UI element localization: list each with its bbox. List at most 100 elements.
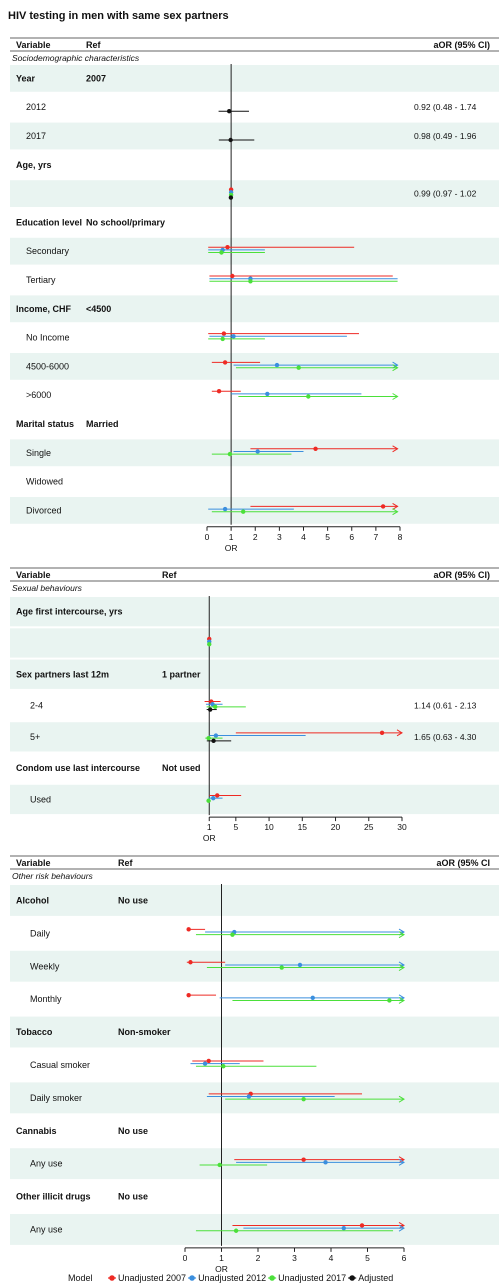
ci-arrow-unadj2017 (392, 364, 399, 372)
row-heading: Other illicit drugs (16, 1192, 91, 1202)
point-unadj2017 (227, 451, 233, 457)
row-shade (10, 784, 499, 815)
legend-swatch-point (269, 1275, 275, 1281)
row-label: Secondary (26, 246, 70, 256)
row-shade (10, 1148, 499, 1180)
row-label: 2012 (26, 102, 46, 112)
x-tick-label: 6 (402, 1253, 407, 1263)
row-shade (10, 353, 499, 380)
point-unadj2007 (206, 1058, 211, 1064)
ci-arrow-unadj2017 (398, 931, 405, 939)
point-unadj2007 (188, 960, 193, 965)
point-unadj2007 (313, 446, 318, 451)
col-header-variable: Variable (16, 858, 51, 868)
row-label: Tertiary (26, 275, 56, 285)
row-label: 5+ (30, 732, 40, 742)
row-ref: Not used (162, 763, 201, 773)
point-unadj2007 (380, 504, 386, 509)
point-unadj2007 (221, 331, 227, 336)
row-label: 4500-6000 (26, 361, 69, 371)
row-label: Widowed (26, 477, 63, 487)
row-shade (10, 722, 499, 752)
point-unadj2007 (230, 273, 235, 279)
x-tick-label: 30 (397, 822, 407, 832)
x-axis-label: OR (203, 833, 216, 843)
point-unadj2007 (215, 793, 220, 798)
point-unadj2007 (301, 1157, 306, 1162)
row-label: Used (30, 794, 51, 804)
point-unadj2017 (221, 1064, 226, 1069)
ci-arrow-unadj2012 (398, 994, 405, 1002)
row-label: Casual smoker (30, 1060, 90, 1070)
point-unadj2017 (220, 336, 225, 342)
row-label: Monthly (30, 994, 62, 1004)
ci-arrow-unadj2017 (392, 508, 399, 516)
point-unadj2012 (323, 1160, 328, 1165)
point-unadj2017 (248, 279, 253, 284)
x-tick-label: 4 (329, 1253, 334, 1263)
row-heading: Education level (16, 217, 82, 227)
x-tick-label: 10 (264, 822, 274, 832)
legend-swatch-point (349, 1275, 355, 1281)
row-label: >6000 (26, 390, 51, 400)
row-shade (10, 628, 499, 658)
legend-entry: Unadjusted 2017 (278, 1273, 346, 1283)
x-tick-label: 0 (205, 532, 210, 542)
row-heading: Cannabis (16, 1126, 57, 1136)
point-unadj2017 (230, 932, 235, 937)
point-unadj2012 (246, 1094, 252, 1099)
point-unadj2007 (222, 360, 228, 365)
point-unadj2017 (240, 509, 246, 514)
legend-entry: Unadjusted 2012 (198, 1273, 266, 1283)
point-unadj2012 (202, 1061, 208, 1066)
row-shade (10, 295, 499, 323)
point-unadj2012 (222, 506, 228, 512)
point-adjusted (228, 137, 233, 143)
ci-arrow-unadj2012 (398, 928, 405, 936)
row-heading: Marital status (16, 419, 74, 429)
point-unadj2017 (233, 1228, 239, 1233)
x-tick-label: 2 (256, 1253, 261, 1263)
point-unadj2017 (206, 735, 211, 741)
x-tick-label: 6 (349, 532, 354, 542)
x-tick-label: 0 (183, 1253, 188, 1263)
ci-arrow-unadj2012 (398, 1224, 405, 1232)
row-aor: 0.99 (0.97 - 1.02 (414, 189, 477, 199)
x-tick-label: 5 (325, 532, 330, 542)
x-tick-label: 1 (207, 822, 212, 832)
row-heading: Age, yrs (16, 160, 52, 170)
point-adjusted (207, 707, 213, 712)
row-ref: Non-smoker (118, 1027, 171, 1037)
point-unadj2017 (301, 1096, 306, 1102)
legend-title: Model (68, 1273, 93, 1283)
row-ref: No use (118, 895, 148, 905)
row-aor: 1.65 (0.63 - 4.30 (414, 732, 477, 742)
x-tick-label: 2 (253, 532, 258, 542)
x-tick-label: 3 (277, 532, 282, 542)
row-heading: Year (16, 73, 36, 83)
col-header-aor: aOR (95% CI) (433, 40, 490, 50)
point-unadj2007 (216, 389, 222, 394)
row-shade (10, 180, 499, 207)
legend-entry: Unadjusted 2007 (118, 1273, 186, 1283)
point-unadj2017 (279, 965, 284, 970)
row-shade (10, 885, 499, 916)
legend-swatch-point (189, 1275, 195, 1281)
ci-arrow-unadj2017 (398, 997, 405, 1004)
row-label: Single (26, 448, 51, 458)
point-unadj2012 (274, 362, 280, 368)
x-tick-label: 25 (364, 822, 374, 832)
row-label: Any use (30, 1224, 63, 1234)
row-ref: No use (118, 1192, 148, 1202)
row-shade (10, 122, 499, 150)
x-axis-label: OR (215, 1264, 228, 1274)
row-ref: No school/primary (86, 217, 165, 227)
x-tick-label: 5 (233, 822, 238, 832)
col-header-ref: Ref (86, 40, 102, 50)
row-shade (10, 659, 499, 689)
section-label: Sociodemographic characteristics (12, 53, 140, 63)
row-shade (10, 597, 499, 627)
ci-arrow-unadj2012 (398, 1158, 405, 1166)
row-shade (10, 497, 499, 524)
